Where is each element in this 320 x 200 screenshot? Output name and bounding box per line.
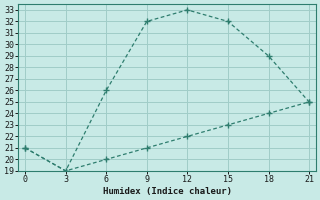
X-axis label: Humidex (Indice chaleur): Humidex (Indice chaleur): [103, 187, 232, 196]
